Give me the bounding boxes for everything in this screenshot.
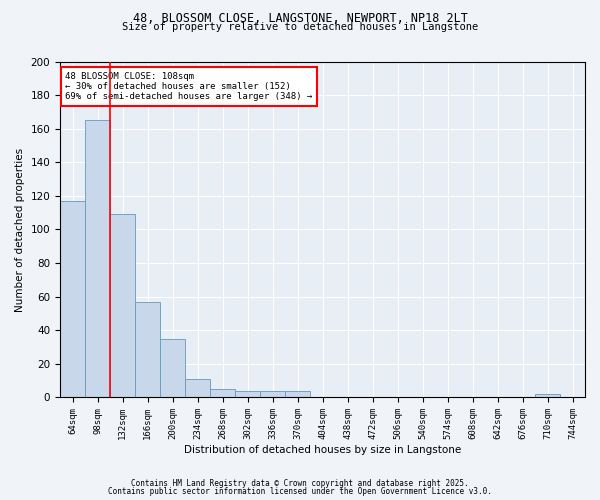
Bar [60,201,85,398]
Bar [85,120,110,398]
Bar [160,338,185,398]
Bar [110,214,135,398]
Bar [260,391,285,398]
Bar [285,391,310,398]
Bar [210,389,235,398]
Text: Contains HM Land Registry data © Crown copyright and database right 2025.: Contains HM Land Registry data © Crown c… [131,478,469,488]
Text: Size of property relative to detached houses in Langstone: Size of property relative to detached ho… [122,22,478,32]
Bar [535,394,560,398]
Y-axis label: Number of detached properties: Number of detached properties [15,148,25,312]
Bar [185,379,210,398]
Text: 48, BLOSSOM CLOSE, LANGSTONE, NEWPORT, NP18 2LT: 48, BLOSSOM CLOSE, LANGSTONE, NEWPORT, N… [133,12,467,26]
Text: 48 BLOSSOM CLOSE: 108sqm
← 30% of detached houses are smaller (152)
69% of semi-: 48 BLOSSOM CLOSE: 108sqm ← 30% of detach… [65,72,313,102]
X-axis label: Distribution of detached houses by size in Langstone: Distribution of detached houses by size … [184,445,461,455]
Bar [135,302,160,398]
Bar [235,391,260,398]
Text: Contains public sector information licensed under the Open Government Licence v3: Contains public sector information licen… [108,487,492,496]
